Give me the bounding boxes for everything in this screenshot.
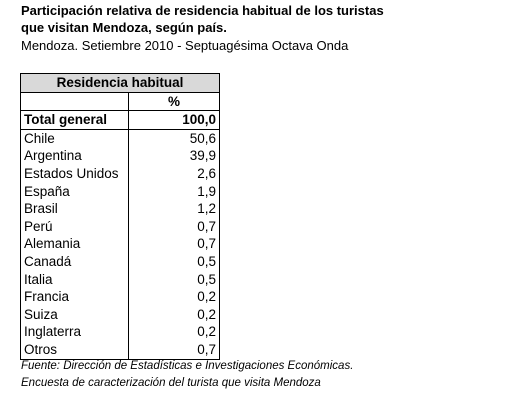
data-row: Perú 0,7	[20, 217, 220, 236]
total-row: Total general 100,0	[20, 110, 220, 130]
data-row: Inglaterra 0,2	[20, 323, 220, 341]
data-row: Suiza 0,2	[20, 305, 220, 324]
row-label: Argentina	[20, 147, 129, 165]
data-row: Otros 0,7	[20, 340, 220, 360]
row-value: 1,9	[128, 182, 220, 201]
row-value: 2,6	[128, 164, 220, 183]
row-value: 0,2	[128, 288, 220, 306]
row-label: Francia	[20, 288, 129, 306]
row-label: Perú	[20, 217, 129, 236]
subtitle: Mendoza. Setiembre 2010 - Septuagésima O…	[21, 38, 349, 53]
row-label: Estados Unidos	[20, 164, 129, 183]
data-row: Francia 0,2	[20, 288, 220, 306]
blank-cell	[20, 91, 129, 112]
row-value: 39,9	[128, 147, 220, 165]
row-label: Italia	[20, 270, 129, 289]
row-label: Inglaterra	[20, 323, 129, 341]
row-value: 100,0	[128, 110, 220, 130]
row-label: Otros	[20, 340, 129, 360]
title: que visitan Mendoza, según país.	[21, 20, 227, 35]
header-row: %	[20, 91, 220, 112]
data-row: Chile 50,6	[20, 129, 220, 148]
row-value: 50,6	[128, 129, 220, 148]
data-row: Canadá 0,5	[20, 252, 220, 271]
row-value: 0,5	[128, 270, 220, 289]
note: Encuesta de caracterización del turista …	[21, 377, 321, 389]
row-label: España	[20, 182, 129, 201]
row-label: Chile	[20, 129, 129, 148]
unit-header: %	[128, 91, 220, 112]
row-label: Brasil	[20, 200, 129, 218]
row-value: 0,7	[128, 340, 220, 360]
row-value: 0,2	[128, 323, 220, 341]
row-label: Canadá	[20, 252, 129, 271]
row-value: 0,2	[128, 305, 220, 324]
row-value: 1,2	[128, 200, 220, 218]
title: Participación relativa de residencia hab…	[21, 3, 384, 18]
note: Fuente: Dirección de Estadísticas e Inve…	[21, 360, 354, 372]
data-row: Italia 0,5	[20, 270, 220, 289]
row-label: Total general	[20, 110, 129, 130]
row-value: 0,7	[128, 217, 220, 236]
row-value: 0,7	[128, 235, 220, 253]
group-header: Residencia habitual	[20, 73, 220, 93]
data-row: España 1,9	[20, 182, 220, 201]
header-row: Residencia habitual	[20, 73, 220, 93]
data-row: Alemania 0,7	[20, 235, 220, 253]
data-row: Brasil 1,2	[20, 200, 220, 218]
data-row: Argentina 39,9	[20, 147, 220, 165]
row-label: Suiza	[20, 305, 129, 324]
row-value: 0,5	[128, 252, 220, 271]
row-label: Alemania	[20, 235, 129, 253]
table: Residencia habitual % Total general 100,0…	[20, 73, 220, 360]
data-row: Estados Unidos 2,6	[20, 164, 220, 183]
